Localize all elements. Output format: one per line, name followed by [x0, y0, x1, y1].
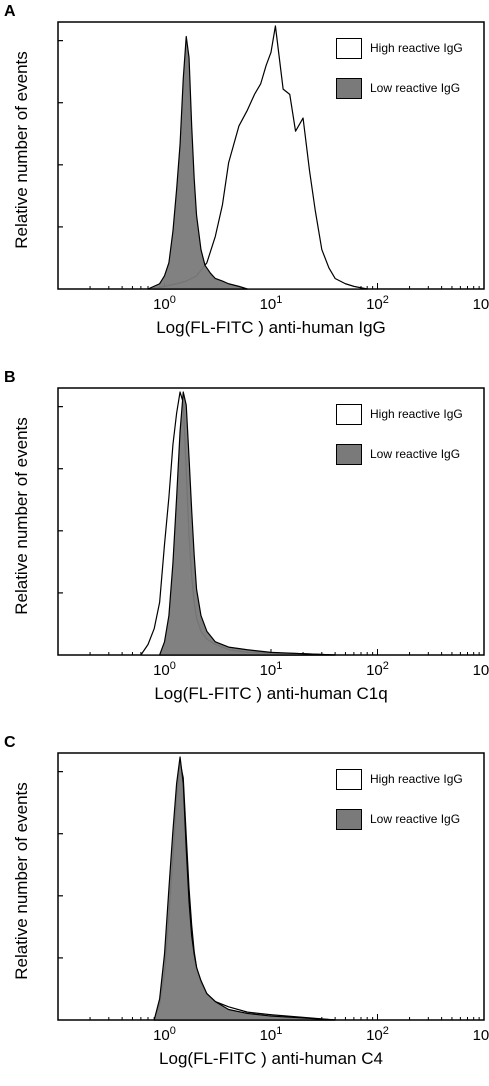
x-tick-label: 103 — [473, 1025, 489, 1044]
legend: High reactive IgG Low reactive IgG — [336, 403, 463, 483]
x-tick-label: 102 — [366, 294, 389, 313]
legend-item: Low reactive IgG — [336, 443, 463, 465]
x-tick-label: 101 — [260, 660, 283, 679]
x-tick-label: 102 — [366, 1025, 389, 1044]
x-tick-label: 100 — [153, 660, 176, 679]
legend-label: Low reactive IgG — [370, 812, 461, 826]
legend-label: High reactive IgG — [370, 41, 463, 55]
x-axis-label: Log(FL-FITC ) anti-human C1q — [154, 684, 388, 703]
x-tick-label: 102 — [366, 660, 389, 679]
panel-label: C — [4, 734, 16, 751]
panel-label: B — [4, 369, 16, 386]
legend: High reactive IgG Low reactive IgG — [336, 37, 463, 117]
x-tick-label: 101 — [260, 1025, 283, 1044]
legend-swatch-high — [336, 403, 362, 425]
series-low-area — [153, 756, 336, 1021]
panel-c: C Relative number of events 100101102103… — [0, 731, 489, 1086]
x-tick-label: 100 — [153, 294, 176, 313]
series-low-area — [159, 391, 336, 656]
legend-swatch-low — [336, 808, 362, 830]
x-tick-label: 100 — [153, 1025, 176, 1044]
legend-swatch-high — [336, 37, 362, 59]
legend-swatch-low — [336, 77, 362, 99]
x-axis-label: Log(FL-FITC ) anti-human C4 — [159, 1049, 383, 1068]
plot-area: 100 101 102 103 — [57, 21, 489, 313]
x-axis-label: Log(FL-FITC ) anti-human IgG — [156, 318, 386, 337]
series-low-area — [147, 35, 248, 290]
legend: High reactive IgG Low reactive IgG — [336, 768, 463, 848]
legend-item: High reactive IgG — [336, 37, 463, 59]
plot-area: 100 101 102 103 — [57, 387, 489, 679]
legend-item: Low reactive IgG — [336, 808, 463, 830]
legend-swatch-low — [336, 443, 362, 465]
x-tick-label: 103 — [473, 660, 489, 679]
plot-area: 100 101 102 103 — [57, 752, 489, 1044]
legend-label: Low reactive IgG — [370, 81, 461, 95]
legend-item: Low reactive IgG — [336, 77, 463, 99]
legend-label: Low reactive IgG — [370, 447, 461, 461]
x-tick-label: 101 — [260, 294, 283, 313]
legend-item: High reactive IgG — [336, 403, 463, 425]
legend-swatch-high — [336, 768, 362, 790]
legend-item: High reactive IgG — [336, 768, 463, 790]
panel-a: A Relative number of events 100101102103… — [0, 0, 489, 355]
panel-b: B Relative number of events 100101102103… — [0, 366, 489, 721]
legend-label: High reactive IgG — [370, 772, 463, 786]
x-tick-label: 103 — [473, 294, 489, 313]
legend-label: High reactive IgG — [370, 407, 463, 421]
panel-label: A — [4, 3, 16, 20]
